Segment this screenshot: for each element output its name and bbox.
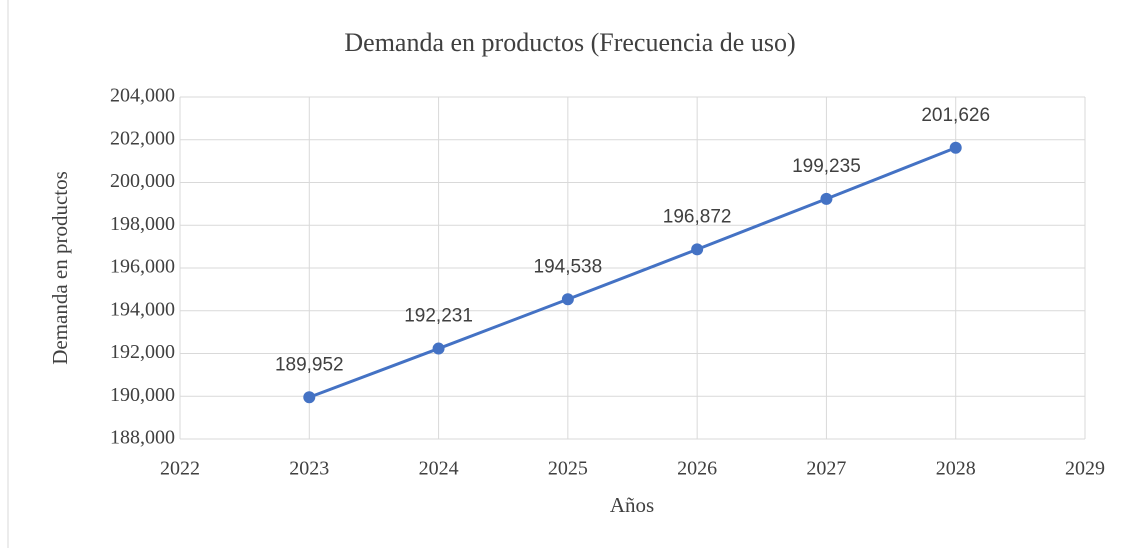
data-point	[691, 243, 704, 256]
y-tick-label: 192,000	[110, 341, 175, 363]
y-tick-label: 196,000	[110, 256, 175, 278]
x-tick-label: 2022	[160, 458, 200, 480]
y-tick-label: 200,000	[110, 170, 175, 192]
x-tick-label: 2023	[289, 458, 329, 480]
y-tick-label: 188,000	[110, 427, 175, 449]
data-label: 194,538	[534, 256, 603, 277]
y-tick-label: 190,000	[110, 384, 175, 406]
data-point	[949, 141, 962, 154]
x-tick-label: 2024	[419, 458, 459, 480]
data-label: 192,231	[404, 306, 473, 327]
data-point	[820, 192, 833, 205]
data-label: 201,626	[921, 105, 990, 126]
y-tick-label: 202,000	[110, 127, 175, 149]
y-tick-label: 194,000	[110, 298, 175, 320]
data-point	[303, 391, 316, 404]
data-label: 189,952	[275, 354, 344, 375]
y-axis-label: Demanda en productos	[48, 171, 72, 365]
y-tick-label: 204,000	[110, 85, 175, 107]
x-tick-label: 2027	[806, 458, 846, 480]
data-label: 199,235	[792, 156, 861, 177]
y-tick-label: 198,000	[110, 213, 175, 235]
chart-title: Demanda en productos (Frecuencia de uso)	[344, 28, 795, 57]
series-line	[308, 146, 957, 399]
x-axis-label: Años	[610, 493, 654, 517]
data-point	[432, 342, 445, 355]
x-tick-label: 2025	[548, 458, 588, 480]
x-tick-label: 2028	[936, 458, 976, 480]
x-tick-label: 2026	[677, 458, 717, 480]
data-point	[561, 293, 574, 306]
data-label: 196,872	[663, 206, 732, 227]
x-tick-label: 2029	[1065, 458, 1105, 480]
